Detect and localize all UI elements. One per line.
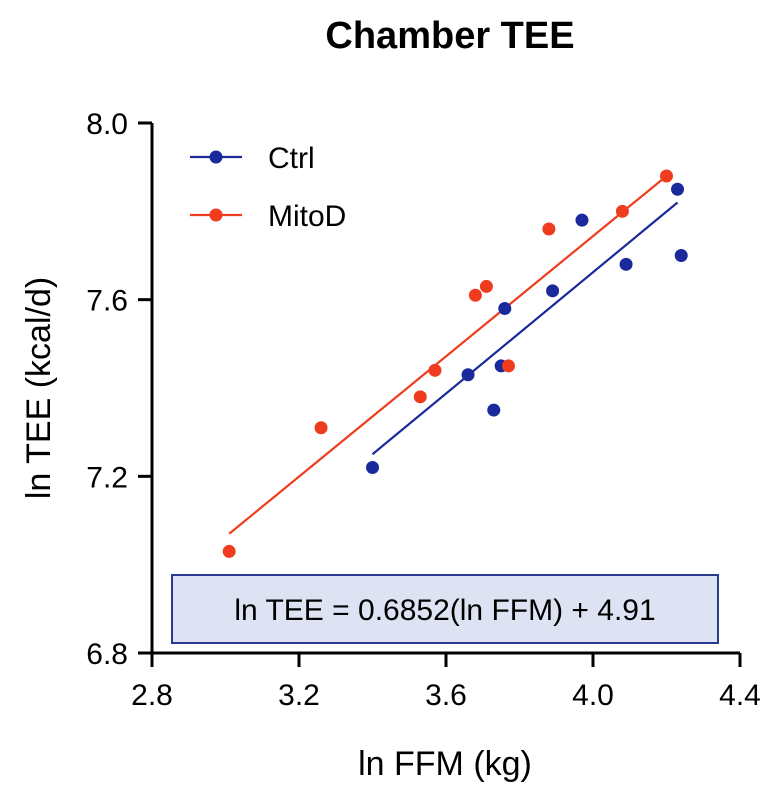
point-ctrl-1 — [461, 368, 475, 382]
point-ctrl-9 — [674, 249, 688, 262]
y-tick-label-2: 7.6 — [86, 285, 128, 318]
point-mitod-7 — [542, 222, 556, 236]
point-mitod-9 — [660, 169, 673, 183]
point-mitod-8 — [615, 204, 629, 218]
chart-title: Chamber TEE — [325, 15, 574, 57]
legend-label-ctrl: Ctrl — [268, 142, 315, 175]
fit-line-mitod — [228, 175, 668, 535]
legend-label-mitod: MitoD — [268, 200, 346, 233]
legend-marker-mitod — [209, 208, 223, 222]
point-ctrl-4 — [498, 302, 512, 315]
fit-lines — [228, 175, 679, 535]
equation-text: ln TEE = 0.6852(ln FFM) + 4.91 — [234, 594, 655, 627]
point-mitod-3 — [428, 363, 442, 377]
y-tick-label-1: 7.2 — [86, 461, 128, 494]
y-axis-label: ln TEE (kcal/d) — [20, 277, 58, 499]
x-axis-label: ln FFM (kg) — [358, 745, 532, 783]
equation-annotation: ln TEE = 0.6852(ln FFM) + 4.91 — [171, 574, 719, 644]
legend: Ctrl MitoD — [190, 142, 346, 233]
fit-line-ctrl — [371, 201, 679, 456]
x-tick-label-3: 4.0 — [572, 679, 614, 712]
x-tick-label-4: 4.4 — [719, 679, 761, 712]
axes: 6.8 7.2 7.6 8.0 2.8 3.2 3.6 4.0 4.4 — [86, 108, 761, 712]
x-tick-label-2: 3.6 — [425, 679, 467, 712]
point-mitod-2 — [413, 390, 427, 404]
point-ctrl-5 — [546, 284, 560, 298]
data-points — [222, 169, 688, 558]
point-ctrl-2 — [487, 403, 501, 417]
point-ctrl-0 — [366, 461, 379, 474]
point-mitod-1 — [314, 421, 328, 435]
point-mitod-6 — [501, 359, 515, 373]
point-mitod-5 — [479, 279, 493, 293]
x-tick-label-0: 2.8 — [131, 679, 173, 712]
point-mitod-0 — [222, 544, 236, 558]
y-tick-label-0: 6.8 — [86, 638, 128, 671]
point-mitod-4 — [468, 288, 482, 302]
equation-box — [171, 574, 719, 644]
point-ctrl-8 — [671, 182, 685, 196]
point-ctrl-6 — [575, 213, 589, 227]
x-tick-label-1: 3.2 — [278, 679, 320, 712]
point-ctrl-7 — [619, 257, 633, 271]
legend-marker-ctrl — [209, 150, 223, 164]
y-tick-label-3: 8.0 — [86, 108, 128, 141]
